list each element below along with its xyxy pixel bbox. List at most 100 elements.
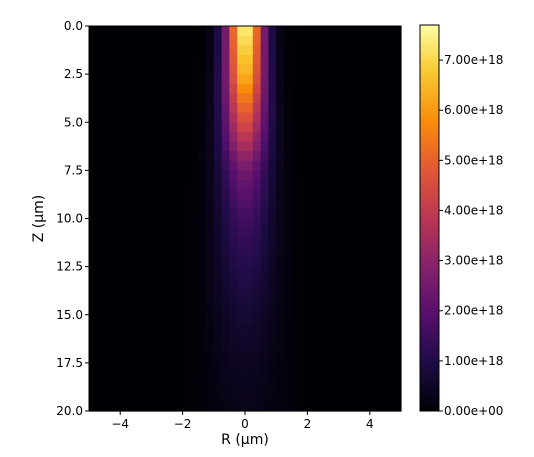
heatmap-cell [385, 334, 394, 345]
heatmap-cell [151, 266, 160, 277]
heatmap-cell [307, 112, 316, 123]
heatmap-cell [143, 26, 152, 37]
heatmap-cell [104, 54, 113, 66]
heatmap-cell [198, 199, 207, 210]
heatmap-cell [221, 228, 230, 239]
heatmap-cell [198, 131, 207, 143]
heatmap-cell [338, 334, 347, 345]
heatmap-cell [330, 382, 340, 393]
heatmap-cell [221, 189, 230, 200]
heatmap-cell [151, 353, 160, 364]
heatmap-cell [151, 362, 160, 374]
heatmap-cell [245, 266, 254, 277]
heatmap-cell [245, 64, 254, 75]
heatmap-cell [167, 103, 176, 114]
heatmap-cell [104, 26, 113, 37]
heatmap-cell [276, 314, 285, 325]
heatmap-cell [112, 151, 121, 162]
heatmap-cell [385, 112, 394, 123]
heatmap-cell [167, 141, 176, 152]
heatmap-cell [393, 257, 402, 268]
heatmap-cell [182, 266, 191, 277]
heatmap-cell [377, 295, 386, 306]
heatmap-cell [362, 305, 371, 316]
heatmap-cell [167, 295, 176, 306]
heatmap-cell [221, 343, 230, 354]
heatmap-cell [369, 391, 379, 402]
heatmap-cell [315, 74, 324, 85]
heatmap-cell [276, 266, 285, 277]
heatmap-cell [338, 372, 347, 383]
heatmap-cell [284, 26, 293, 37]
heatmap-cell [315, 122, 324, 133]
heatmap-cell [198, 45, 207, 56]
heatmap-cell [213, 314, 223, 325]
heatmap-cell [128, 247, 137, 258]
heatmap-cell [143, 170, 152, 181]
heatmap-cell [151, 45, 160, 56]
x-axis-ticks: −4 −2 0 2 4 [111, 411, 374, 431]
heatmap-cell [112, 35, 121, 46]
heatmap-cell [221, 93, 230, 104]
heatmap-cell [120, 372, 129, 383]
heatmap-cell [346, 208, 355, 220]
heatmap-cell [221, 26, 230, 37]
heatmap-cell [96, 112, 106, 123]
heatmap-cell [354, 83, 363, 94]
heatmap-cell [346, 93, 355, 104]
heatmap-cell [89, 170, 98, 181]
heatmap-cell [182, 401, 191, 412]
heatmap-cell [104, 343, 113, 354]
heatmap-cell [260, 122, 269, 133]
heatmap-cell [362, 218, 371, 229]
heatmap-cell [260, 266, 269, 277]
heatmap-cell [112, 324, 121, 335]
heatmap-cell [89, 362, 98, 374]
heatmap-cell [307, 305, 316, 316]
heatmap-cell [198, 151, 207, 162]
heatmap-cell [245, 103, 254, 114]
heatmap-cell [307, 54, 316, 66]
heatmap-cell [229, 54, 238, 66]
heatmap-cell [89, 151, 98, 162]
heatmap-cell [291, 199, 301, 210]
heatmap-cell [385, 93, 394, 104]
heatmap-cell [182, 141, 191, 152]
heatmap-cell [135, 64, 145, 75]
heatmap-cell [252, 257, 262, 268]
heatmap-cell [299, 54, 308, 66]
heatmap-cell [385, 35, 394, 46]
heatmap-cell [252, 382, 262, 393]
heatmap-cell [96, 26, 106, 37]
heatmap-cell [112, 93, 121, 104]
heatmap-cell [338, 353, 347, 364]
heatmap-cell [268, 74, 277, 85]
heatmap-cell [354, 247, 363, 258]
heatmap-cell [268, 391, 277, 402]
heatmap-cell [221, 83, 230, 94]
heatmap-cell [96, 151, 106, 162]
heatmap-cell [260, 45, 269, 56]
heatmap-cell [135, 285, 145, 297]
heatmap-cell [135, 45, 145, 56]
heatmap-cell [190, 170, 199, 181]
heatmap-cell [206, 199, 215, 210]
heatmap-cell [135, 372, 145, 383]
heatmap-cell [252, 324, 262, 335]
heatmap-cell [354, 295, 363, 306]
heatmap-cell [284, 83, 293, 94]
heatmap-cell [151, 122, 160, 133]
heatmap-cell [369, 266, 379, 277]
heatmap-cell [151, 64, 160, 75]
heatmap-cell [213, 257, 223, 268]
heatmap-cell [299, 199, 308, 210]
heatmap-cell [182, 218, 191, 229]
heatmap-cell [291, 247, 301, 258]
heatmap-cell [89, 372, 98, 383]
heatmap-cell [276, 237, 285, 248]
heatmap-cell [362, 103, 371, 114]
heatmap-cell [245, 93, 254, 104]
heatmap-cell [89, 26, 98, 37]
heatmap-cell [221, 257, 230, 268]
heatmap-cell [377, 237, 386, 248]
